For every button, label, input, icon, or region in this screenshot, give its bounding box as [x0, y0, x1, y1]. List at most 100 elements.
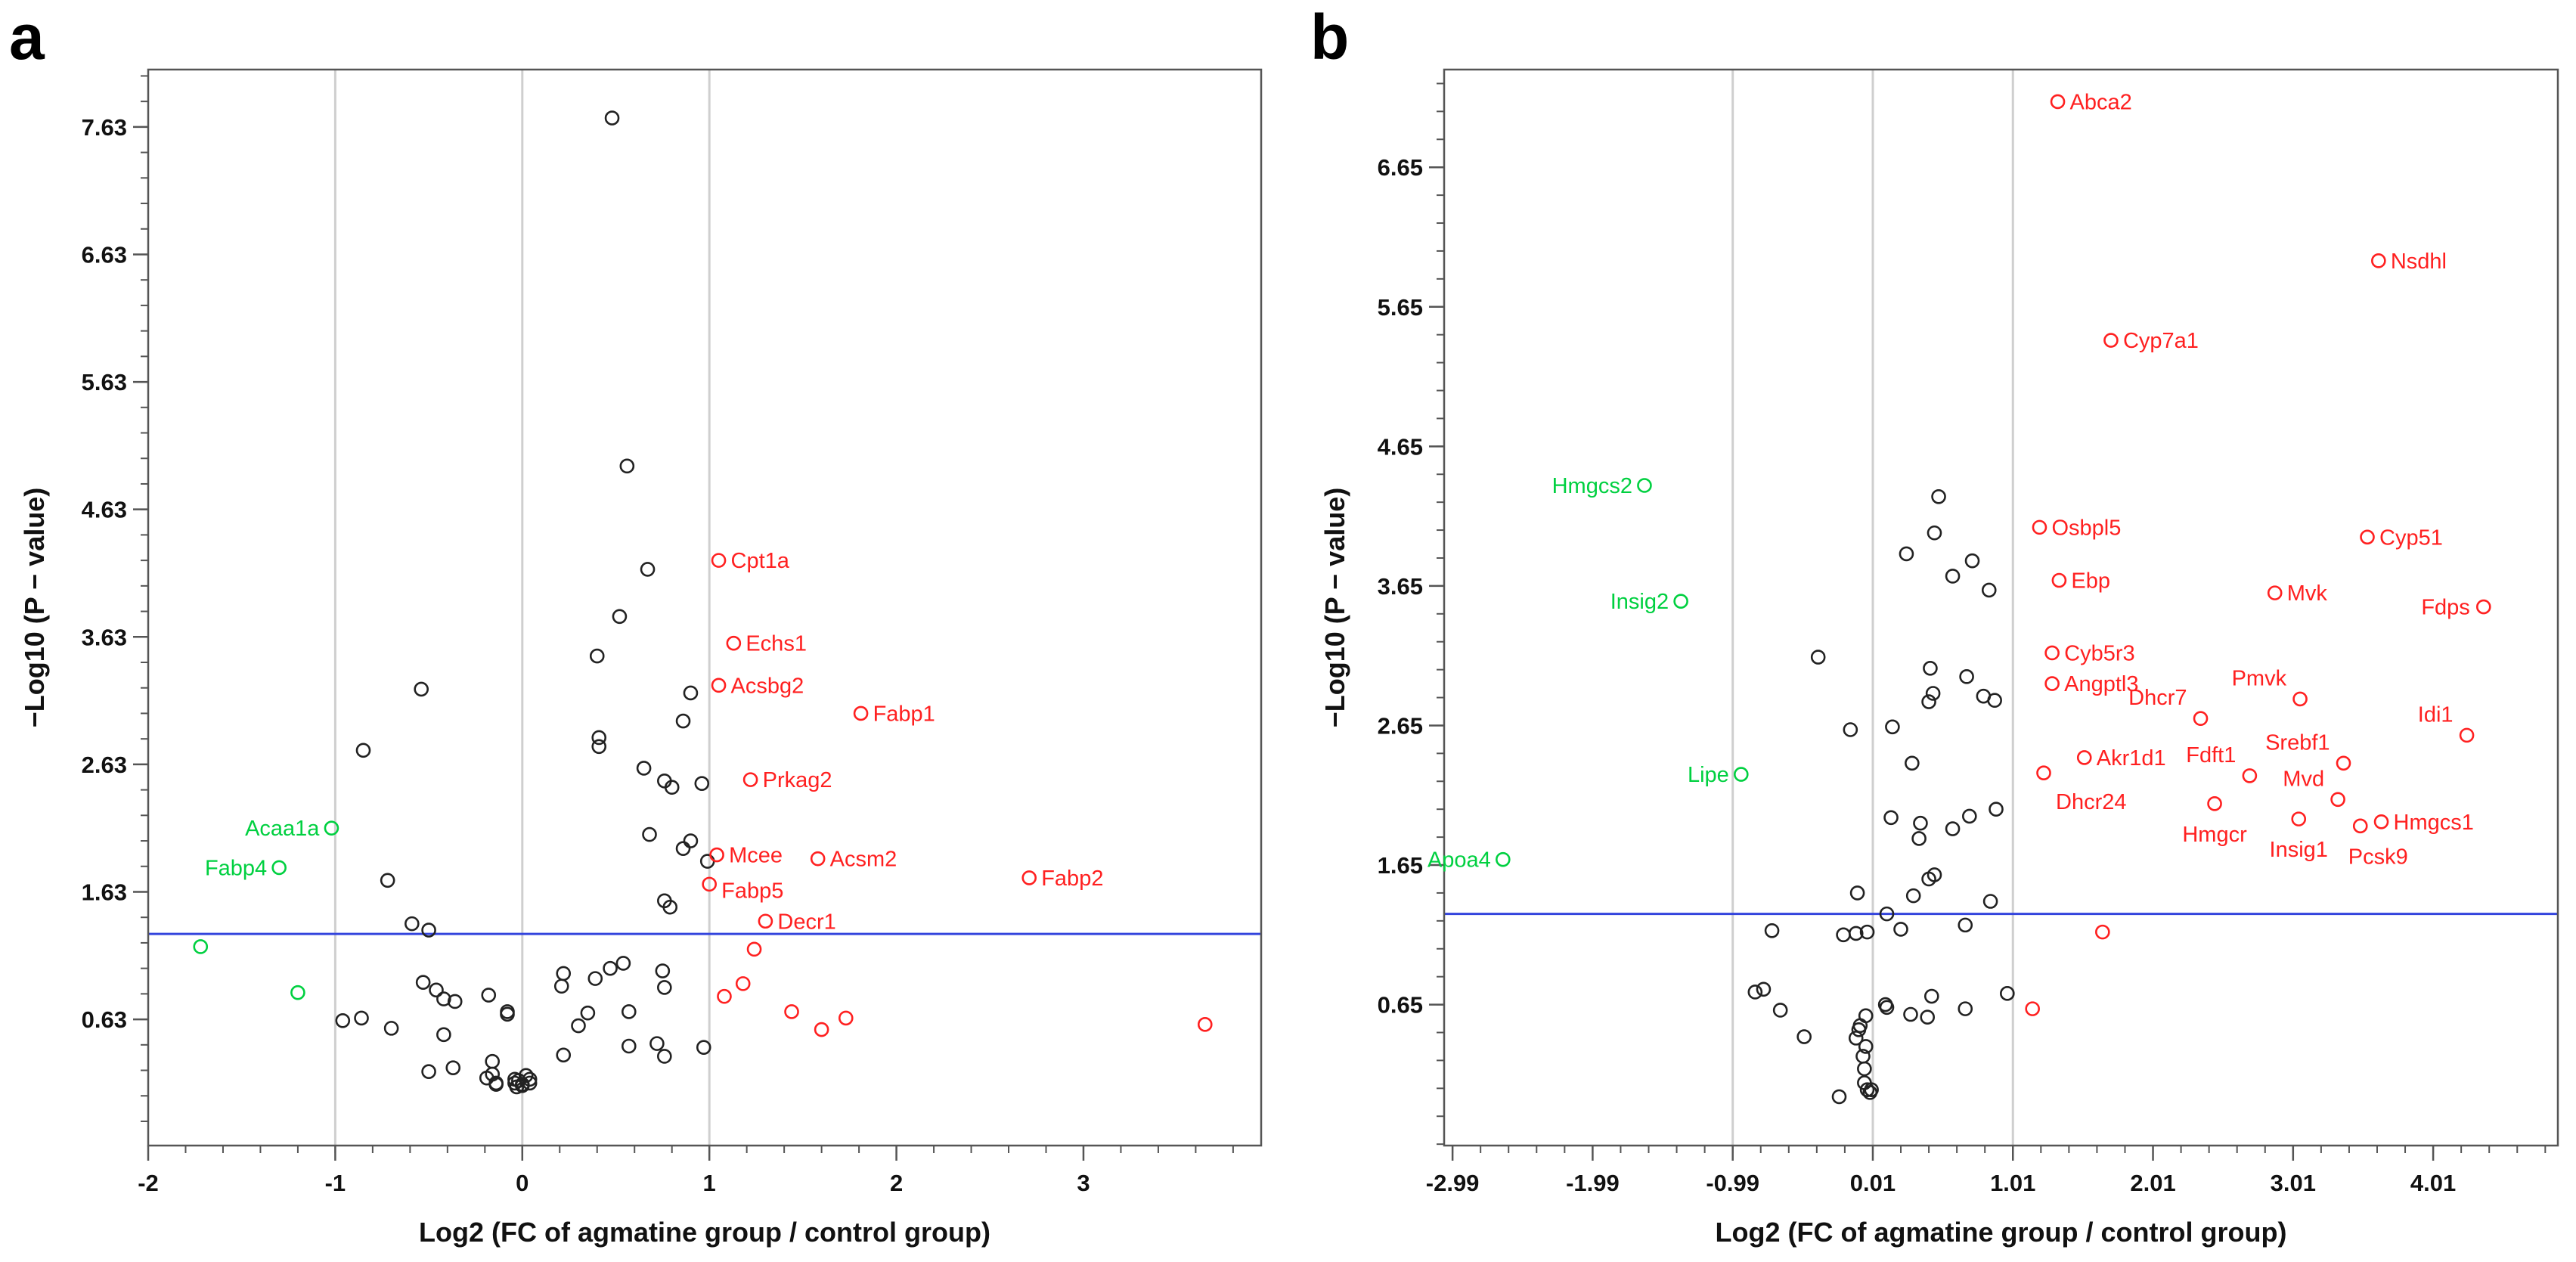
nonsignificant-point [445, 1060, 461, 1075]
upregulated-point [735, 976, 751, 991]
gene-label-abca2: Abca2 [2070, 90, 2132, 114]
y-tick-label: 6.65 [1378, 154, 1423, 181]
nonsignificant-point [603, 960, 618, 976]
point-fdps [2476, 599, 2491, 615]
nonsignificant-point [355, 743, 371, 758]
point-osbpl5 [2032, 519, 2047, 535]
nonsignificant-point [1987, 693, 2002, 709]
nonsignificant-point [1859, 924, 1875, 940]
downregulated-point [290, 984, 305, 1000]
nonsignificant-point [1899, 546, 1914, 562]
point-prkag2 [742, 772, 758, 787]
nonsignificant-point [553, 978, 569, 994]
nonsignificant-point [556, 1047, 572, 1063]
nonsignificant-point [657, 893, 672, 909]
x-tick-label: -2 [138, 1170, 159, 1196]
nonsignificant-point [657, 1049, 672, 1064]
gene-label-mvd: Mvd [2283, 767, 2324, 791]
nonsignificant-point [380, 873, 395, 888]
x-tick-label: 3 [1077, 1170, 1090, 1196]
point-acsbg2 [711, 678, 727, 693]
nonsignificant-point [1925, 686, 1941, 701]
nonsignificant-point [640, 562, 656, 577]
gene-label-dhcr7: Dhcr7 [2128, 686, 2187, 710]
nonsignificant-point [383, 1021, 399, 1036]
nonsignificant-point [699, 854, 715, 869]
gene-label-osbpl5: Osbpl5 [2051, 516, 2121, 540]
y-tick-label: 4.63 [82, 497, 127, 523]
point-cyp51 [2360, 529, 2375, 545]
gene-label-hmgcs1: Hmgcs1 [2394, 811, 2474, 835]
x-tick-label: -1.99 [1566, 1170, 1620, 1196]
nonsignificant-point [1864, 1082, 1879, 1097]
x-axis-label: Log2 (FC of agmatine group / control gro… [419, 1217, 990, 1248]
y-tick-label: 5.65 [1378, 294, 1423, 321]
gene-label-cyb5r3: Cyb5r3 [2064, 641, 2135, 665]
y-axis-label: −Log10 (P − value) [19, 488, 50, 727]
nonsignificant-point [1945, 569, 1961, 584]
point-pcsk9 [2352, 818, 2368, 834]
gene-label-akr1d1: Akr1d1 [2097, 746, 2166, 771]
nonsignificant-point [683, 833, 699, 848]
nonsignificant-point [612, 609, 628, 625]
nonsignificant-point [591, 739, 607, 755]
gene-label-fdft1: Fdft1 [2186, 743, 2236, 767]
x-tick-label: 1.01 [1990, 1170, 2035, 1196]
nonsignificant-point [1923, 660, 1938, 676]
nonsignificant-point [622, 1004, 637, 1019]
gene-label-insig1: Insig1 [2270, 838, 2328, 862]
gene-label-acsm2: Acsm2 [830, 848, 897, 872]
upregulated-point [814, 1022, 829, 1037]
gene-label-srebf1: Srebf1 [2265, 730, 2330, 755]
point-angptl3 [2044, 676, 2060, 691]
gene-label-acsbg2: Acsbg2 [731, 674, 804, 698]
upregulated-point [717, 988, 732, 1004]
nonsignificant-point [587, 971, 603, 986]
nonsignificant-point [1921, 694, 1936, 709]
nonsignificant-point [1885, 719, 1900, 735]
gene-label-angptl3: Angptl3 [2064, 672, 2138, 696]
gene-label-decr1: Decr1 [777, 910, 835, 934]
point-idi1 [2459, 727, 2475, 743]
x-tick-label: -0.99 [1706, 1170, 1759, 1196]
point-fabp4 [271, 860, 287, 876]
x-axis-label: Log2 (FC of agmatine group / control gro… [1716, 1217, 2287, 1248]
point-ebp [2051, 572, 2067, 588]
nonsignificant-point [1945, 821, 1961, 836]
nonsignificant-point [1931, 488, 1946, 504]
nonsignificant-point [1859, 1082, 1875, 1097]
nonsignificant-point [522, 1075, 538, 1091]
nonsignificant-point [436, 991, 451, 1006]
nonsignificant-point [1989, 802, 2004, 817]
gene-label-pmvk: Pmvk [2232, 666, 2287, 690]
nonsignificant-point [335, 1012, 351, 1028]
point-cpt1a [711, 553, 727, 568]
gene-label-apoa4: Apoa4 [1427, 848, 1491, 873]
nonsignificant-point [1964, 553, 1980, 569]
nonsignificant-point [405, 916, 420, 932]
nonsignificant-point [1927, 525, 1942, 541]
upregulated-point [2095, 924, 2110, 940]
upregulated-point [2025, 1001, 2040, 1016]
nonsignificant-point [421, 922, 436, 938]
point-pmvk [2292, 691, 2308, 707]
nonsignificant-point [1920, 1009, 1936, 1025]
nonsignificant-point [694, 776, 710, 791]
upregulated-point [838, 1010, 854, 1026]
nonsignificant-point [421, 1064, 436, 1080]
nonsignificant-point [1772, 1003, 1788, 1018]
nonsignificant-point [1905, 888, 1921, 904]
plot-frame [1443, 68, 2559, 1147]
y-tick-label: 4.65 [1378, 433, 1423, 460]
nonsignificant-point [1849, 885, 1865, 901]
gene-label-idi1: Idi1 [2418, 702, 2454, 727]
x-tick-label: 1 [703, 1170, 716, 1196]
y-tick-label: 0.65 [1378, 992, 1423, 1019]
nonsignificant-point [414, 681, 429, 697]
nonsignificant-point [1843, 722, 1858, 737]
x-tick-label: 2 [890, 1170, 903, 1196]
nonsignificant-point [604, 110, 620, 126]
gene-label-hmgcr: Hmgcr [2182, 823, 2247, 847]
nonsignificant-point [1810, 650, 1826, 665]
y-tick-label: 3.63 [82, 624, 127, 650]
